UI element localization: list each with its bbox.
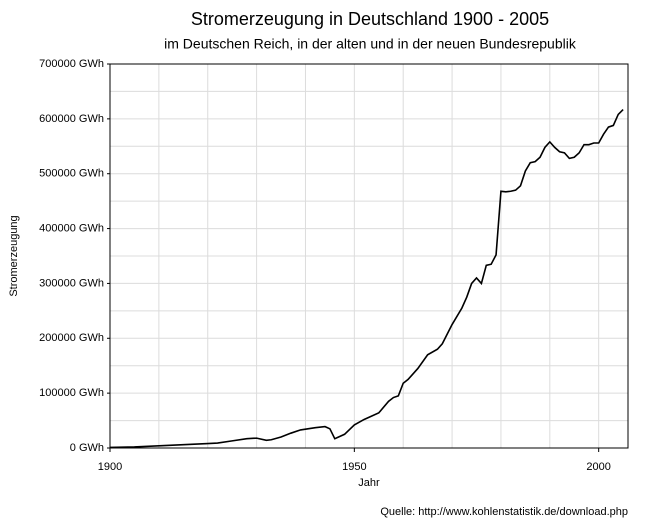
y-tick-label: 600000 GWh [39,113,104,125]
data-line [109,108,624,449]
x-axis-label: Jahr [358,477,380,489]
plot-frame [109,63,629,449]
y-tick-label: 400000 GWh [39,222,104,234]
y-tick-label: 0 GWh [70,442,104,454]
x-tick-label: 1900 [98,461,122,473]
y-tick-label: 100000 GWh [39,387,104,399]
y-tick-label: 200000 GWh [39,332,104,344]
y-tick-label: 500000 GWh [39,168,104,180]
chart-subtitle: im Deutschen Reich, in der alten und in … [164,36,577,52]
x-tick-label: 2000 [586,461,610,473]
x-tick-label: 1950 [342,461,366,473]
y-axis-label: Stromerzeugung [8,215,20,296]
chart-title: Stromerzeugung in Deutschland 1900 - 200… [191,9,549,29]
y-tick-label: 700000 GWh [39,58,104,70]
y-tick-label: 300000 GWh [39,277,104,289]
source: Quelle: http://www.kohlenstatistik.de/do… [380,506,628,518]
